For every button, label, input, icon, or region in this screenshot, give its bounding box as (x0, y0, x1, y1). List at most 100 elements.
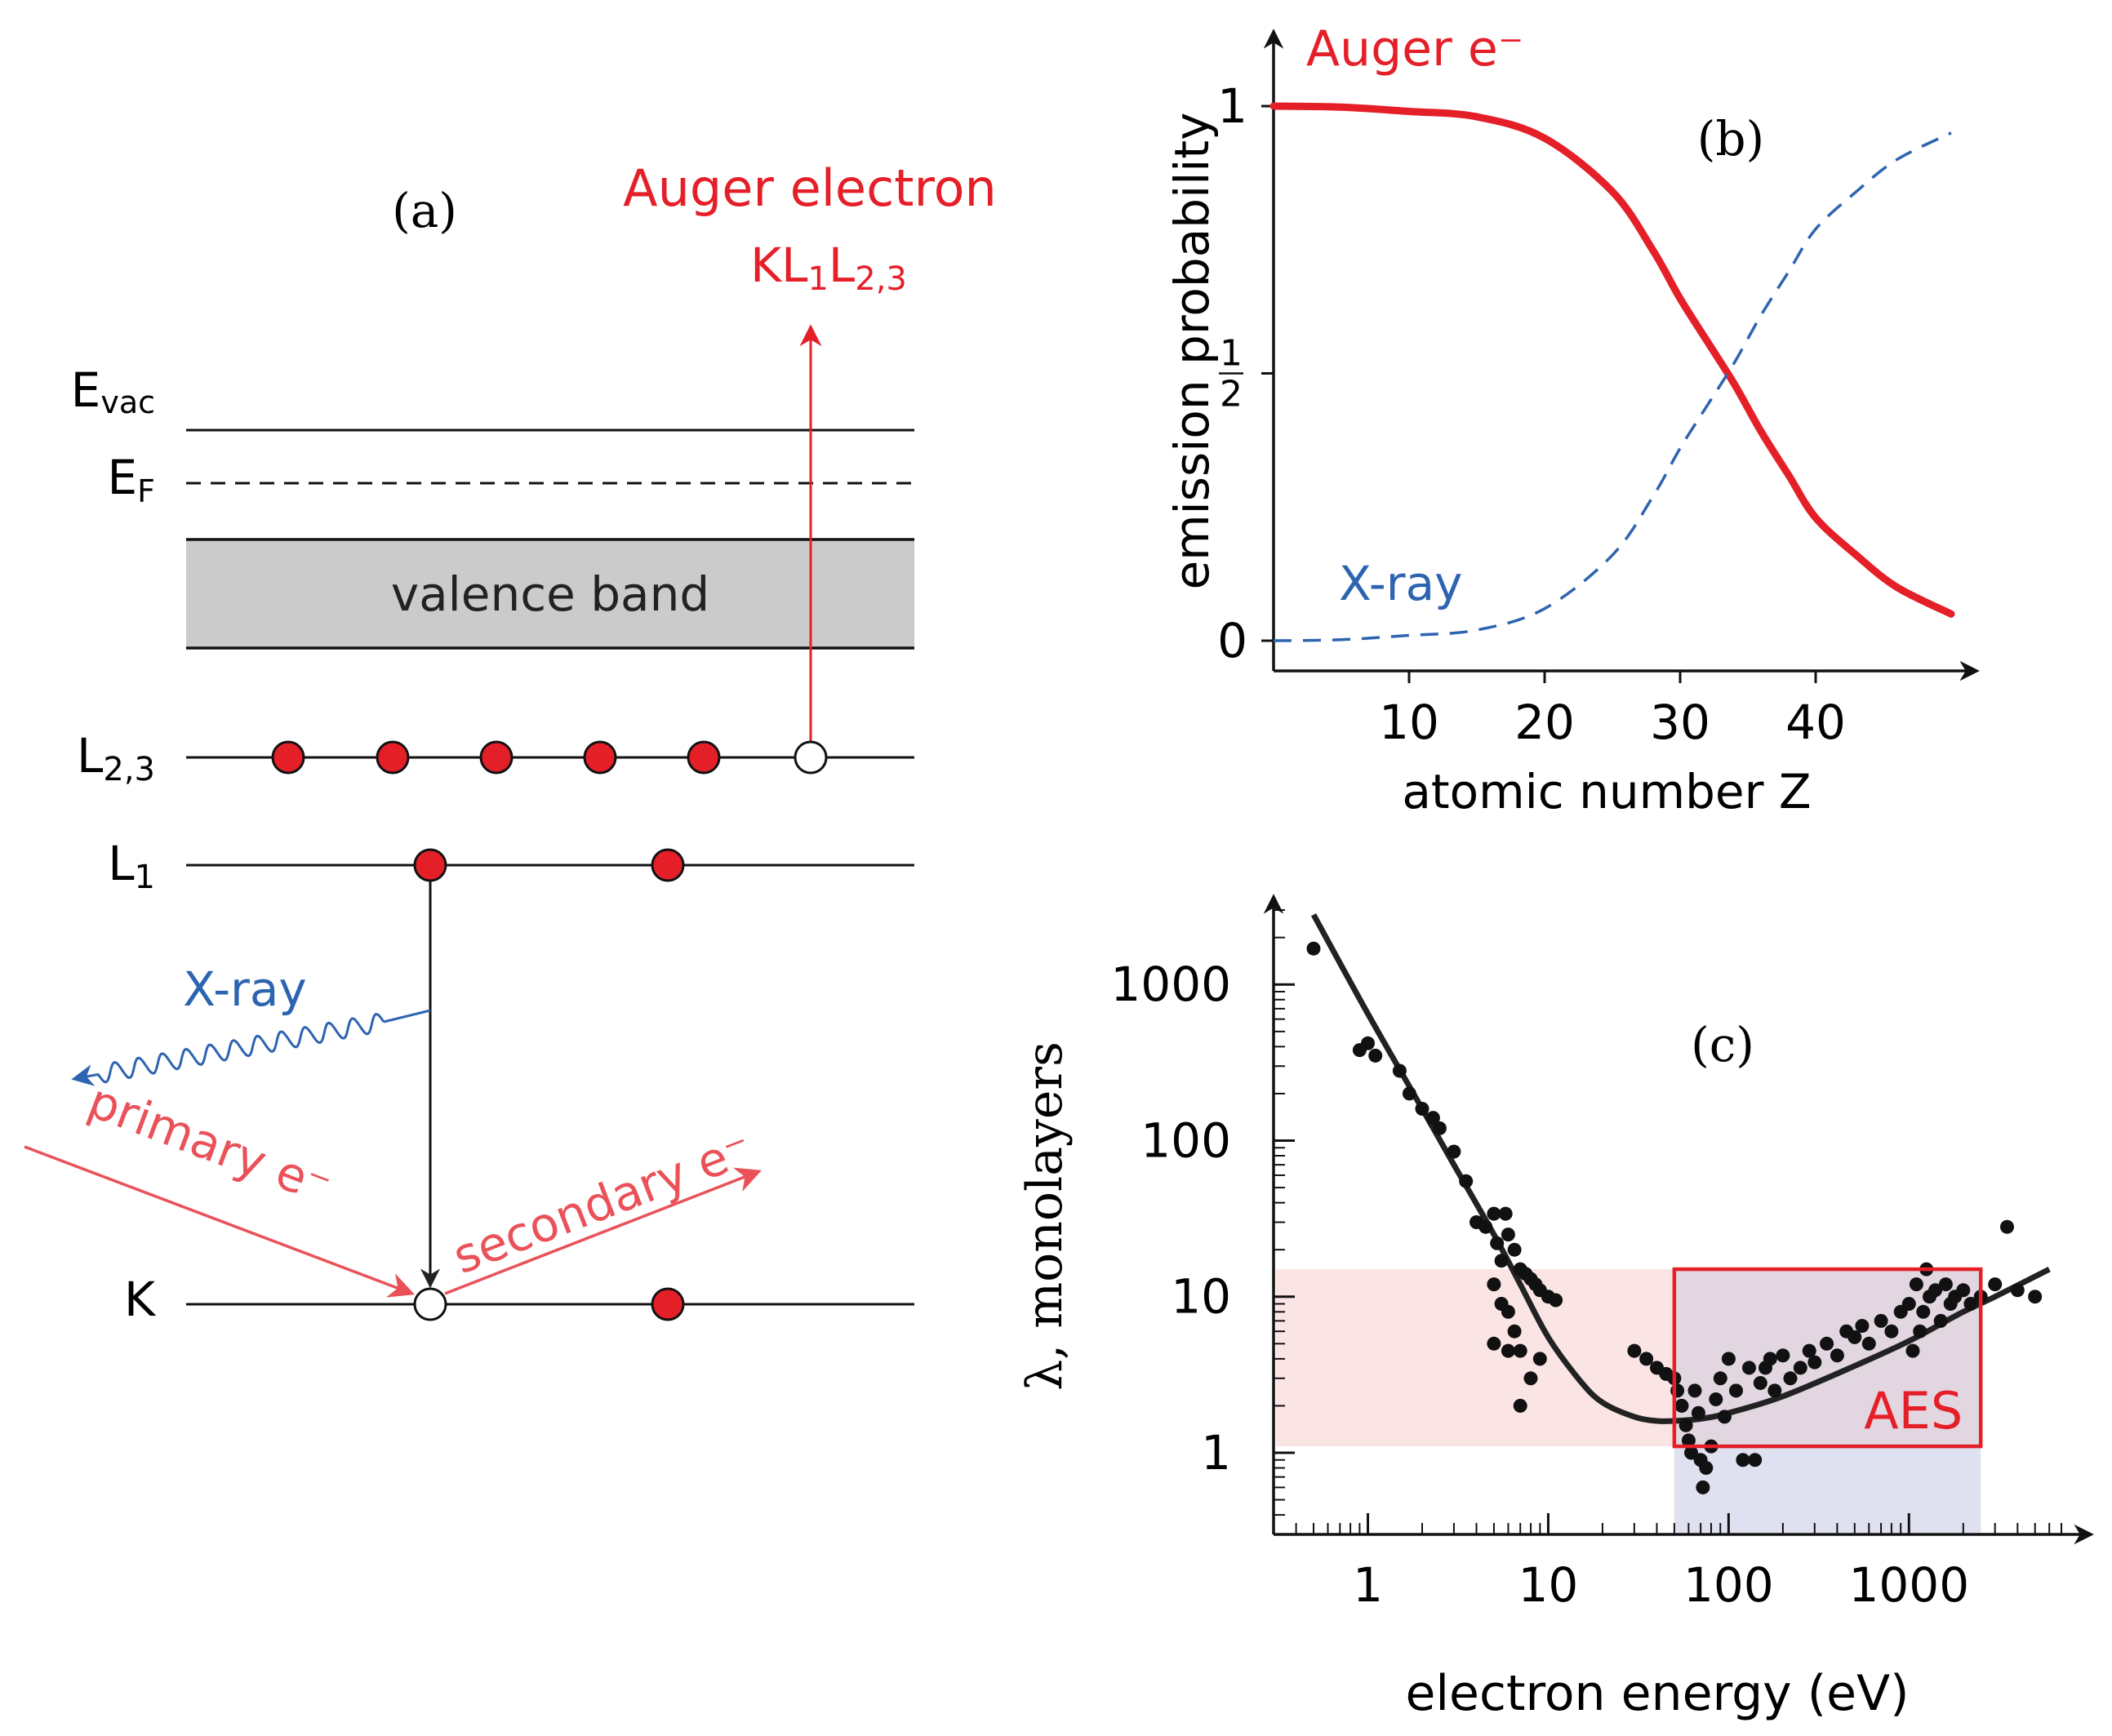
k-label: K (124, 1272, 157, 1327)
c-x-tick-label: 1000 (1848, 1557, 1969, 1613)
b-y-tick-label-numerator: 1 (1220, 333, 1243, 375)
k-electrons (413, 1287, 685, 1321)
c-data-point (1507, 1324, 1522, 1339)
l1-label: L1 (108, 836, 155, 896)
c-data-point (1874, 1313, 1888, 1328)
aes-energy-band-y (1276, 1269, 1674, 1447)
auger-electron-title: Auger electron (623, 158, 997, 218)
xray-series-label: X-ray (1339, 556, 1463, 611)
c-y-tick-label: 1000 (1110, 957, 1231, 1012)
auger-probability-curve (1269, 102, 1955, 618)
primary-electron-label: primary e⁻ (81, 1072, 339, 1214)
c-data-point (1763, 1352, 1777, 1366)
panel-c-chart: 1 10 100 1000 1 10 100 1000 AES (c) electron en… (1016, 894, 2094, 1722)
c-data-point (1627, 1343, 1642, 1358)
l23-empty-electron (794, 740, 828, 775)
c-x-tick-label: 100 (1683, 1557, 1774, 1613)
xray-stem (383, 1009, 431, 1023)
auger-series-label: Auger e⁻ (1306, 20, 1523, 78)
valence-band-label: valence band (391, 566, 709, 622)
c-data-point (1963, 1297, 1978, 1311)
panel-a-label: (a) (392, 183, 457, 238)
c-y-tick-label: 1 (1201, 1425, 1231, 1481)
c-y-tick-label: 10 (1171, 1269, 1231, 1325)
c-data-point (1783, 1371, 1798, 1386)
panel-c-label: (c) (1691, 1017, 1754, 1072)
c-data-point (1956, 1283, 1971, 1298)
c-data-point (1487, 1206, 1501, 1221)
l23-filled-electron (376, 740, 410, 775)
panel-a-energy-diagram: (a) Auger electron KL1L2,3 Evac EF L2,3 … (24, 158, 997, 1327)
c-data-point (1928, 1283, 1943, 1298)
c-data-point (1681, 1433, 1696, 1448)
c-data-point (1687, 1383, 1702, 1398)
c-data-point (1498, 1206, 1513, 1221)
c-data-point (1678, 1418, 1693, 1432)
l23-label: L2,3 (77, 728, 155, 788)
c-data-point (1674, 1398, 1689, 1413)
c-data-point (1478, 1219, 1493, 1234)
c-data-point (1913, 1324, 1927, 1339)
c-data-point (1513, 1398, 1527, 1413)
c-data-point (1802, 1343, 1816, 1358)
c-data-point (1501, 1304, 1515, 1319)
c-ticks: 1 10 100 1000 1 10 100 1000 (1110, 909, 2062, 1613)
l23-filled-electron (583, 740, 617, 775)
b-y-tick-label-denominator: 2 (1220, 374, 1243, 415)
l23-filled-electron (479, 740, 514, 775)
b-y-tick-label: 1 (1217, 78, 1247, 134)
c-data-point (1742, 1361, 1756, 1375)
c-data-point (2028, 1290, 2043, 1304)
c-y-tick-label: 100 (1140, 1112, 1231, 1168)
panel-b-label: (b) (1697, 111, 1764, 166)
c-x-tick-label: 10 (1518, 1557, 1579, 1613)
xray-probability-curve (1273, 131, 1952, 642)
universal-curve-fit (1310, 913, 2051, 1424)
c-data-point (1905, 1343, 1920, 1358)
c-data-point (1501, 1228, 1515, 1242)
c-data-point (1748, 1453, 1763, 1467)
c-y-axis-label: λ, monolayers (1016, 1041, 1074, 1391)
xray-wave-arrow (71, 1013, 385, 1086)
b-y-tick-label: 0 (1217, 613, 1247, 668)
b-x-tick-label: 30 (1650, 695, 1710, 750)
c-data-point (1767, 1383, 1782, 1398)
c-data-point (1736, 1453, 1750, 1467)
c-data-point (1807, 1355, 1822, 1370)
b-x-axis-label: atomic number Z (1402, 764, 1811, 819)
c-data-point (1847, 1330, 1862, 1344)
xray-label: X-ray (183, 961, 307, 1017)
aes-energy-band-x (1674, 1446, 1981, 1533)
c-data-point (1507, 1242, 1522, 1257)
c-data-point (1793, 1361, 1807, 1375)
secondary-electron-arrow (444, 1167, 762, 1295)
c-x-tick-label: 1 (1353, 1557, 1383, 1613)
c-data-point (1402, 1086, 1416, 1101)
c-data-point (1306, 941, 1321, 956)
c-data-point (1916, 1304, 1931, 1319)
aes-label: AES (1864, 1381, 1963, 1441)
c-data-point (1820, 1336, 1834, 1351)
c-data-point (1415, 1102, 1429, 1116)
c-data-point (1392, 1063, 1407, 1078)
c-data-point (1696, 1480, 1710, 1494)
b-y-axis-label: emission probability (1164, 113, 1220, 590)
valence-band-fill (186, 539, 914, 648)
c-data-point (1684, 1445, 1698, 1460)
c-data-point (1753, 1376, 1767, 1390)
c-data-point (2000, 1219, 2014, 1234)
c-data-point (1709, 1392, 1723, 1406)
auger-transition-label: KL1L2,3 (750, 238, 907, 298)
c-data-point (1699, 1461, 1714, 1475)
l23-electrons (271, 740, 828, 775)
c-data-point (1776, 1348, 1790, 1363)
c-data-point (1717, 1410, 1732, 1424)
c-data-point (1447, 1144, 1461, 1159)
c-data-point (1513, 1343, 1527, 1358)
c-data-point (1432, 1121, 1447, 1135)
b-x-tick-label: 40 (1785, 695, 1846, 750)
b-x-tick-label: 10 (1379, 695, 1439, 750)
c-data-point (1549, 1293, 1563, 1308)
